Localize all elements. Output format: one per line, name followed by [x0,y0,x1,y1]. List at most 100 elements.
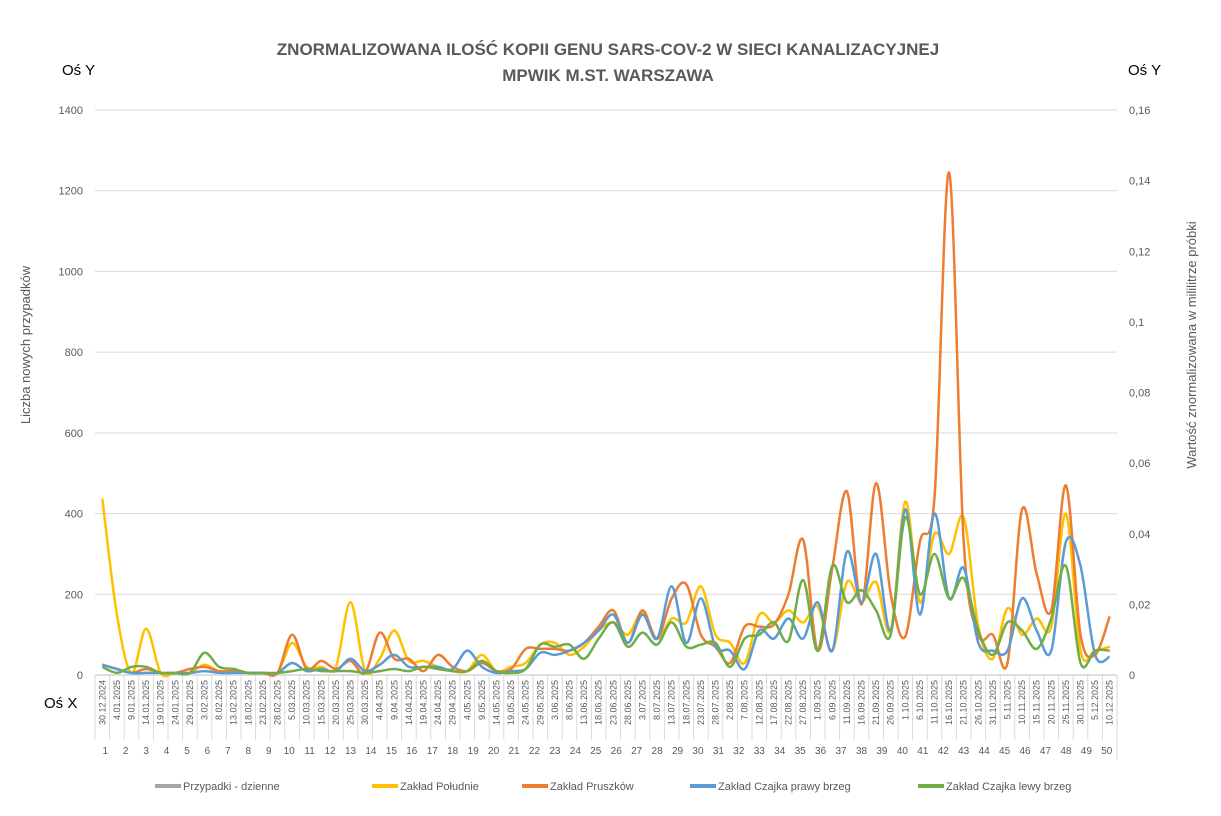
x-tick-label: 4.05.2025 [462,680,472,720]
x-axis-name: Oś X [44,695,77,712]
y-axis-name: Oś Y [62,62,95,79]
y2-tick-label: 0,04 [1129,529,1150,541]
y2-tick-label: 0,06 [1129,458,1150,470]
x-tick-label: 29.05.2025 [535,680,545,725]
y-tick-label: 200 [65,589,83,601]
y2-tick-label: 0,02 [1129,599,1150,611]
x-tick-label: 20.11.2025 [1046,680,1056,724]
x-tick-label: 11.10.2025 [930,680,940,724]
y2-axis-label: Wartość znormalizowana w mililitrze prób… [1184,221,1199,468]
week-label: 44 [979,746,991,757]
week-label: 42 [938,746,950,757]
week-label: 15 [386,746,398,757]
x-tick-label: 6.10.2025 [915,680,925,720]
x-tick-label: 15.03.2025 [316,680,326,725]
week-label: 3 [143,746,149,757]
x-tick-label: 13.06.2025 [579,680,589,725]
legend-label: Przypadki - dzienne [183,781,280,793]
x-tick-label: 24.01.2025 [170,680,180,725]
week-label: 18 [447,746,459,757]
week-label: 43 [958,746,970,757]
week-label: 48 [1060,746,1072,757]
week-label: 7 [225,746,231,757]
x-tick-label: 29.01.2025 [185,680,195,725]
y2-tick-label: 0 [1129,670,1135,682]
week-label: 50 [1101,746,1113,757]
x-tick-label: 12.08.2025 [754,680,764,725]
week-label: 34 [774,746,786,757]
week-label: 39 [876,746,888,757]
week-label: 35 [795,746,807,757]
week-label: 40 [897,746,909,757]
legend-label: Zakład Południe [400,781,479,793]
x-tick-label: 17.08.2025 [769,680,779,725]
y2-tick-label: 0,16 [1129,105,1150,117]
week-label: 8 [246,746,252,757]
x-tick-label: 23.02.2025 [258,680,268,725]
y-tick-label: 1200 [59,186,83,198]
x-tick-label: 28.07.2025 [711,680,721,725]
x-tick-label: 9.05.2025 [477,680,487,720]
week-label: 32 [733,746,745,757]
x-tick-label: 30.12.2024 [97,680,107,725]
x-tick-label: 3.06.2025 [550,680,560,720]
week-label: 17 [427,746,439,757]
series-line [101,498,1111,678]
week-label: 19 [468,746,480,757]
x-tick-label: 16.10.2025 [944,680,954,725]
x-tick-label: 21.10.2025 [959,680,969,725]
x-tick-label: 14.05.2025 [492,680,502,725]
x-tick-label: 5.11.2025 [1003,680,1013,719]
x-tick-label: 25.03.2025 [346,680,356,725]
x-tick-label: 28.06.2025 [623,680,633,725]
legend-label: Zakład Czajka lewy brzeg [946,781,1071,793]
week-label: 14 [365,746,377,757]
x-tick-label: 2.08.2025 [725,680,735,720]
week-label: 4 [164,746,170,757]
week-label: 29 [672,746,684,757]
y-tick-label: 600 [65,428,83,440]
y-tick-label: 0 [77,670,83,682]
x-tick-label: 29.04.2025 [448,680,458,725]
legend-label: Zakład Pruszków [550,781,634,793]
y-tick-label: 1400 [59,105,83,117]
x-tick-label: 19.04.2025 [419,680,429,725]
week-label: 10 [284,746,296,757]
week-label: 20 [488,746,500,757]
chart-title: ZNORMALIZOWANA ILOŚĆ KOPII GENU SARS-COV… [277,40,939,59]
week-label: 26 [611,746,623,757]
week-label: 6 [205,746,211,757]
x-tick-label: 19.01.2025 [156,680,166,725]
x-tick-label: 6.09.2025 [827,680,837,720]
y-tick-label: 400 [65,509,83,521]
x-tick-label: 5.03.2025 [287,680,297,720]
x-tick-label: 22.08.2025 [784,680,794,725]
x-tick-label: 4.01.2025 [112,680,122,720]
x-tick-label: 18.02.2025 [243,680,253,725]
x-tick-label: 15.11.2025 [1032,680,1042,724]
chart-title: MPWIK M.ST. WARSZAWA [502,66,714,85]
legend-label: Zakład Czajka prawy brzeg [718,781,851,793]
x-tick-label: 24.04.2025 [433,680,443,725]
week-label: 46 [1019,746,1031,757]
x-tick-label: 11.09.2025 [842,680,852,724]
x-tick-label: 26.10.2025 [973,680,983,725]
week-label: 2 [123,746,129,757]
week-label: 22 [529,746,541,757]
week-label: 5 [184,746,190,757]
x-tick-label: 30.11.2025 [1076,680,1086,724]
x-tick-label: 8.07.2025 [652,680,662,720]
week-label: 47 [1040,746,1052,757]
week-label: 27 [631,746,643,757]
x-tick-label: 23.07.2025 [696,680,706,725]
week-label: 30 [692,746,704,757]
x-tick-label: 8.02.2025 [214,680,224,720]
x-tick-label: 14.04.2025 [404,680,414,725]
x-tick-label: 1.10.2025 [900,680,910,720]
x-tick-label: 18.07.2025 [681,680,691,725]
x-tick-label: 26.09.2025 [886,680,896,725]
week-label: 33 [754,746,766,757]
x-tick-label: 7.08.2025 [740,680,750,720]
week-label: 23 [549,746,561,757]
y2-tick-label: 0,08 [1129,388,1150,400]
